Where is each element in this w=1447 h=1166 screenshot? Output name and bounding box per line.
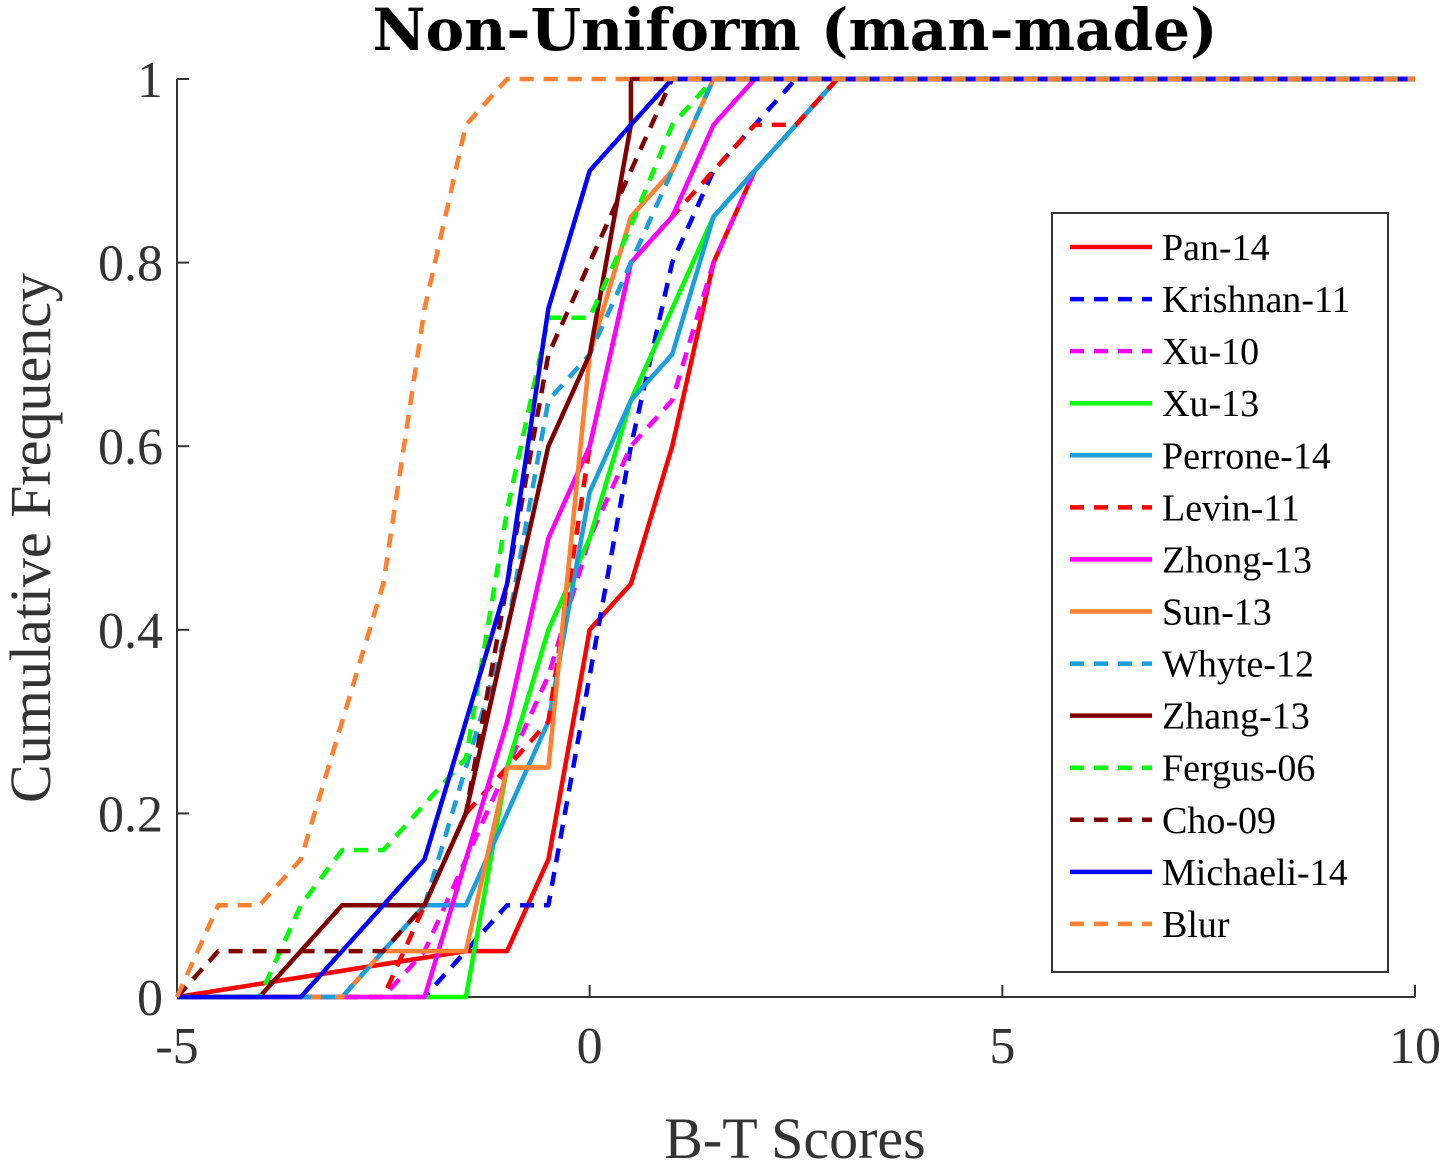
legend-box bbox=[1051, 212, 1389, 973]
y-tick-label: 0 bbox=[137, 970, 163, 1027]
x-axis-label: B-T Scores bbox=[664, 1106, 926, 1166]
legend-label: Pan-14 bbox=[1162, 227, 1270, 269]
legend-label: Fergus-06 bbox=[1162, 748, 1315, 790]
series-line-whyte-12 bbox=[177, 76, 1415, 1000]
legend-label: Xu-13 bbox=[1162, 383, 1259, 425]
legend-label: Xu-10 bbox=[1162, 331, 1259, 373]
series-line-cho-09 bbox=[175, 76, 1415, 999]
y-tick-label: 1 bbox=[137, 52, 163, 109]
series-line-zhong-13 bbox=[177, 76, 1415, 1000]
series-line-zhang-13 bbox=[177, 76, 1415, 1000]
legend-label: Blur bbox=[1162, 904, 1230, 946]
legend-label: Krishnan-11 bbox=[1162, 279, 1351, 321]
series-line-blur bbox=[174, 76, 1415, 998]
y-tick-label: 0.2 bbox=[98, 786, 163, 843]
legend-label: Sun-13 bbox=[1162, 592, 1272, 634]
series-line-fergus-06 bbox=[177, 76, 1415, 1000]
x-tick-label: -5 bbox=[155, 1018, 198, 1075]
legend-label: Levin-11 bbox=[1162, 487, 1300, 529]
legend-label: Whyte-12 bbox=[1162, 644, 1314, 686]
legend: Pan-14 Krishnan-11 Xu-10 Xu-13 Perrone-14 Lev… bbox=[1051, 212, 1389, 973]
y-axis-label: Cumulative Frequency bbox=[0, 273, 63, 803]
legend-label: Perrone-14 bbox=[1162, 435, 1331, 477]
x-tick-label: 0 bbox=[577, 1018, 603, 1075]
legend-label: Michaeli-14 bbox=[1162, 852, 1348, 894]
series-line-michaeli-14 bbox=[177, 76, 1415, 1000]
y-tick-label: 0.4 bbox=[98, 603, 163, 660]
x-tick-label: 5 bbox=[989, 1018, 1015, 1075]
chart-title: Non-Uniform (man-made) bbox=[373, 0, 1218, 64]
legend-label: Zhong-13 bbox=[1162, 539, 1312, 581]
series-layer bbox=[174, 76, 1415, 1000]
x-tick-label: 10 bbox=[1389, 1018, 1441, 1075]
y-tick-label: 0.8 bbox=[98, 236, 163, 293]
y-tick-label: 0.6 bbox=[98, 419, 163, 476]
legend-label: Zhang-13 bbox=[1162, 696, 1310, 738]
legend-label: Cho-09 bbox=[1162, 800, 1276, 842]
